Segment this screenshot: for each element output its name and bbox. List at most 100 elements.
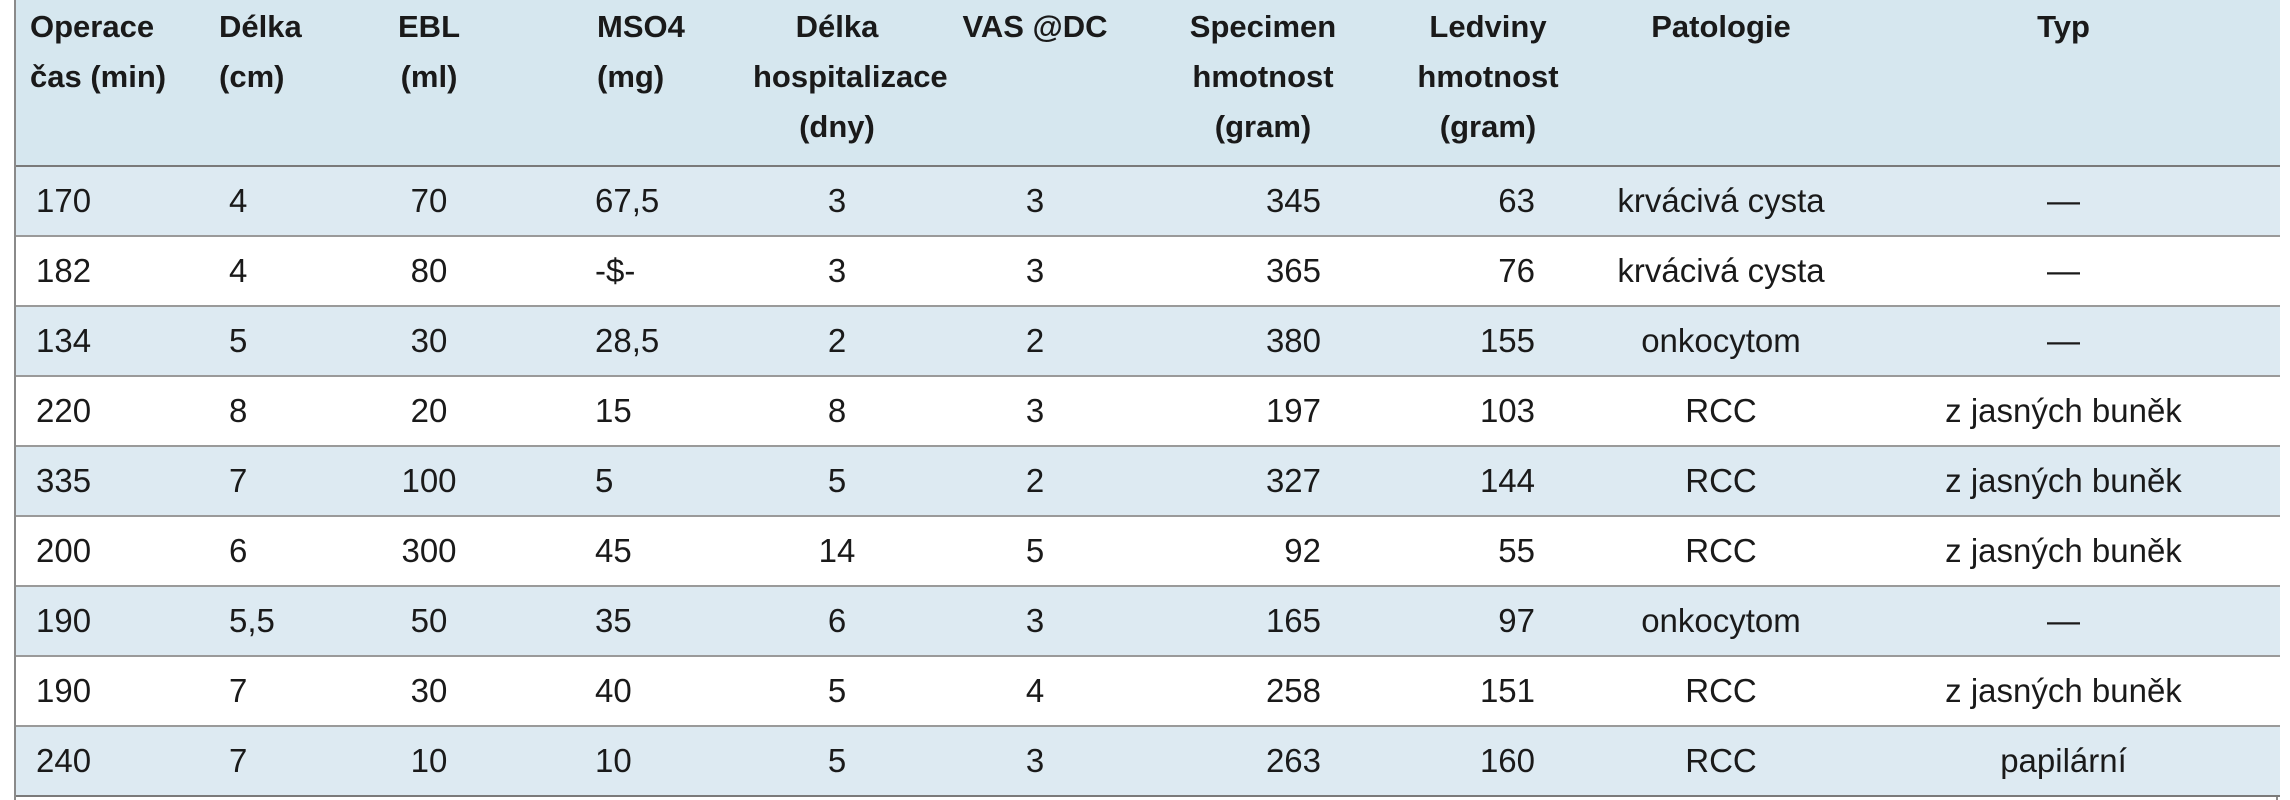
- table-cell: —: [1847, 306, 2280, 377]
- column-header-line: (gram): [1214, 109, 1312, 144]
- table-cell: 40: [513, 656, 749, 727]
- column-header-line: hmotnost: [1417, 59, 1559, 94]
- table-cell: 240: [16, 726, 191, 797]
- column-header-line: hmotnost: [1192, 59, 1334, 94]
- table-cell: 5: [749, 726, 925, 797]
- table-cell: —: [1847, 586, 2280, 657]
- table-cell: 15: [513, 376, 749, 447]
- table-cell: 4: [191, 236, 345, 307]
- table-cell: 100: [345, 446, 513, 517]
- table-cell: 155: [1381, 306, 1595, 377]
- table-cell: 6: [749, 586, 925, 657]
- column-header: Specimen hmotnost (gram): [1145, 0, 1381, 167]
- column-header-line: Patologie: [1651, 9, 1791, 44]
- table-row: 335 7 100 5 5 2 327 144 RCC z jasných buněk: [16, 446, 2280, 517]
- table-cell: 5: [925, 516, 1145, 587]
- table-cell: 151: [1381, 656, 1595, 727]
- table-cell: 144: [1381, 446, 1595, 517]
- table-cell: 3: [749, 236, 925, 307]
- table-cell: 7: [191, 446, 345, 517]
- column-header-line: hospitalizace: [753, 59, 948, 94]
- column-header-line: Operace: [30, 9, 155, 44]
- table-cell: 7: [191, 726, 345, 797]
- table-cell: 200: [16, 516, 191, 587]
- table-cell: 70: [345, 166, 513, 237]
- data-table-container: Operace čas (min) Délka (cm) EBL (ml) MSO4 (mg)…: [14, 0, 2280, 800]
- table-cell: 160: [1381, 726, 1595, 797]
- table-cell: 365: [1145, 236, 1381, 307]
- column-header: VAS @DC: [925, 0, 1145, 167]
- table-row: 134 5 30 28,5 2 2 380 155 onkocytom —: [16, 306, 2280, 377]
- table-cell: 327: [1145, 446, 1381, 517]
- table-cell: 4: [925, 656, 1145, 727]
- column-header-line: (mg): [597, 59, 665, 94]
- column-header-line: (dny): [799, 109, 875, 144]
- table-cell: z jasných buněk: [1847, 376, 2280, 447]
- table-cell: 3: [925, 726, 1145, 797]
- table-cell: krvácivá cysta: [1595, 236, 1847, 307]
- column-header-line: (ml): [400, 59, 458, 94]
- table-cell: 2: [925, 446, 1145, 517]
- table-cell: 197: [1145, 376, 1381, 447]
- table-cell: 3: [925, 236, 1145, 307]
- table-cell: 2: [925, 306, 1145, 377]
- column-header-line: MSO4: [597, 9, 685, 44]
- table-cell: -$-: [513, 236, 749, 307]
- table-cell: z jasných buněk: [1847, 516, 2280, 587]
- column-header-line: VAS @DC: [962, 9, 1108, 44]
- column-header: MSO4 (mg): [513, 0, 749, 167]
- table-cell: 380: [1145, 306, 1381, 377]
- table-cell: 50: [345, 586, 513, 657]
- table-cell: 5: [749, 656, 925, 727]
- table-cell: 165: [1145, 586, 1381, 657]
- table-body: 170 4 70 67,5 3 3 345 63 krvácivá cysta —182 4 80 -$…: [16, 166, 2280, 797]
- table-cell: 14: [749, 516, 925, 587]
- table-cell: 258: [1145, 656, 1381, 727]
- table-cell: 3: [749, 166, 925, 237]
- table-cell: 10: [345, 726, 513, 797]
- header-row: Operace čas (min) Délka (cm) EBL (ml) MSO4 (mg)…: [16, 0, 2280, 167]
- column-header: Délka (cm): [191, 0, 345, 167]
- table-cell: RCC: [1595, 446, 1847, 517]
- table-cell: 76: [1381, 236, 1595, 307]
- column-header-line: Typ: [2037, 9, 2090, 44]
- table-cell: krvácivá cysta: [1595, 166, 1847, 237]
- table-cell: 2: [749, 306, 925, 377]
- table-cell: 5,5: [191, 586, 345, 657]
- table-row: 170 4 70 67,5 3 3 345 63 krvácivá cysta —: [16, 166, 2280, 237]
- table-cell: 30: [345, 306, 513, 377]
- table-cell: RCC: [1595, 516, 1847, 587]
- table-cell: 67,5: [513, 166, 749, 237]
- table-cell: 263: [1145, 726, 1381, 797]
- table-cell: RCC: [1595, 726, 1847, 797]
- table-cell: papilární: [1847, 726, 2280, 797]
- column-header: Typ: [1847, 0, 2280, 167]
- table-row: 240 7 10 10 5 3 263 160 RCC papilární: [16, 726, 2280, 797]
- table-cell: 45: [513, 516, 749, 587]
- table-cell: RCC: [1595, 656, 1847, 727]
- column-header-line: (cm): [219, 59, 285, 94]
- table-cell: 3: [925, 586, 1145, 657]
- table-cell: 55: [1381, 516, 1595, 587]
- table-cell: 4: [191, 166, 345, 237]
- table-cell: 8: [191, 376, 345, 447]
- table-row: 200 6 300 45 14 5 92 55 RCC z jasných buněk: [16, 516, 2280, 587]
- column-header: Operace čas (min): [16, 0, 191, 167]
- table-cell: 30: [345, 656, 513, 727]
- column-header-line: Délka: [795, 9, 879, 44]
- table-cell: 7: [191, 656, 345, 727]
- table-cell: —: [1847, 166, 2280, 237]
- column-header-line: Délka: [219, 9, 302, 44]
- table-cell: 190: [16, 586, 191, 657]
- table-cell: 103: [1381, 376, 1595, 447]
- table-cell: 8: [749, 376, 925, 447]
- table-cell: RCC: [1595, 376, 1847, 447]
- table-cell: 97: [1381, 586, 1595, 657]
- table-cell: 10: [513, 726, 749, 797]
- table-cell: 134: [16, 306, 191, 377]
- table-row: 190 5,5 50 35 6 3 165 97 onkocytom —: [16, 586, 2280, 657]
- table-cell: 182: [16, 236, 191, 307]
- table-cell: 35: [513, 586, 749, 657]
- table-cell: 345: [1145, 166, 1381, 237]
- table-cell: z jasných buněk: [1847, 656, 2280, 727]
